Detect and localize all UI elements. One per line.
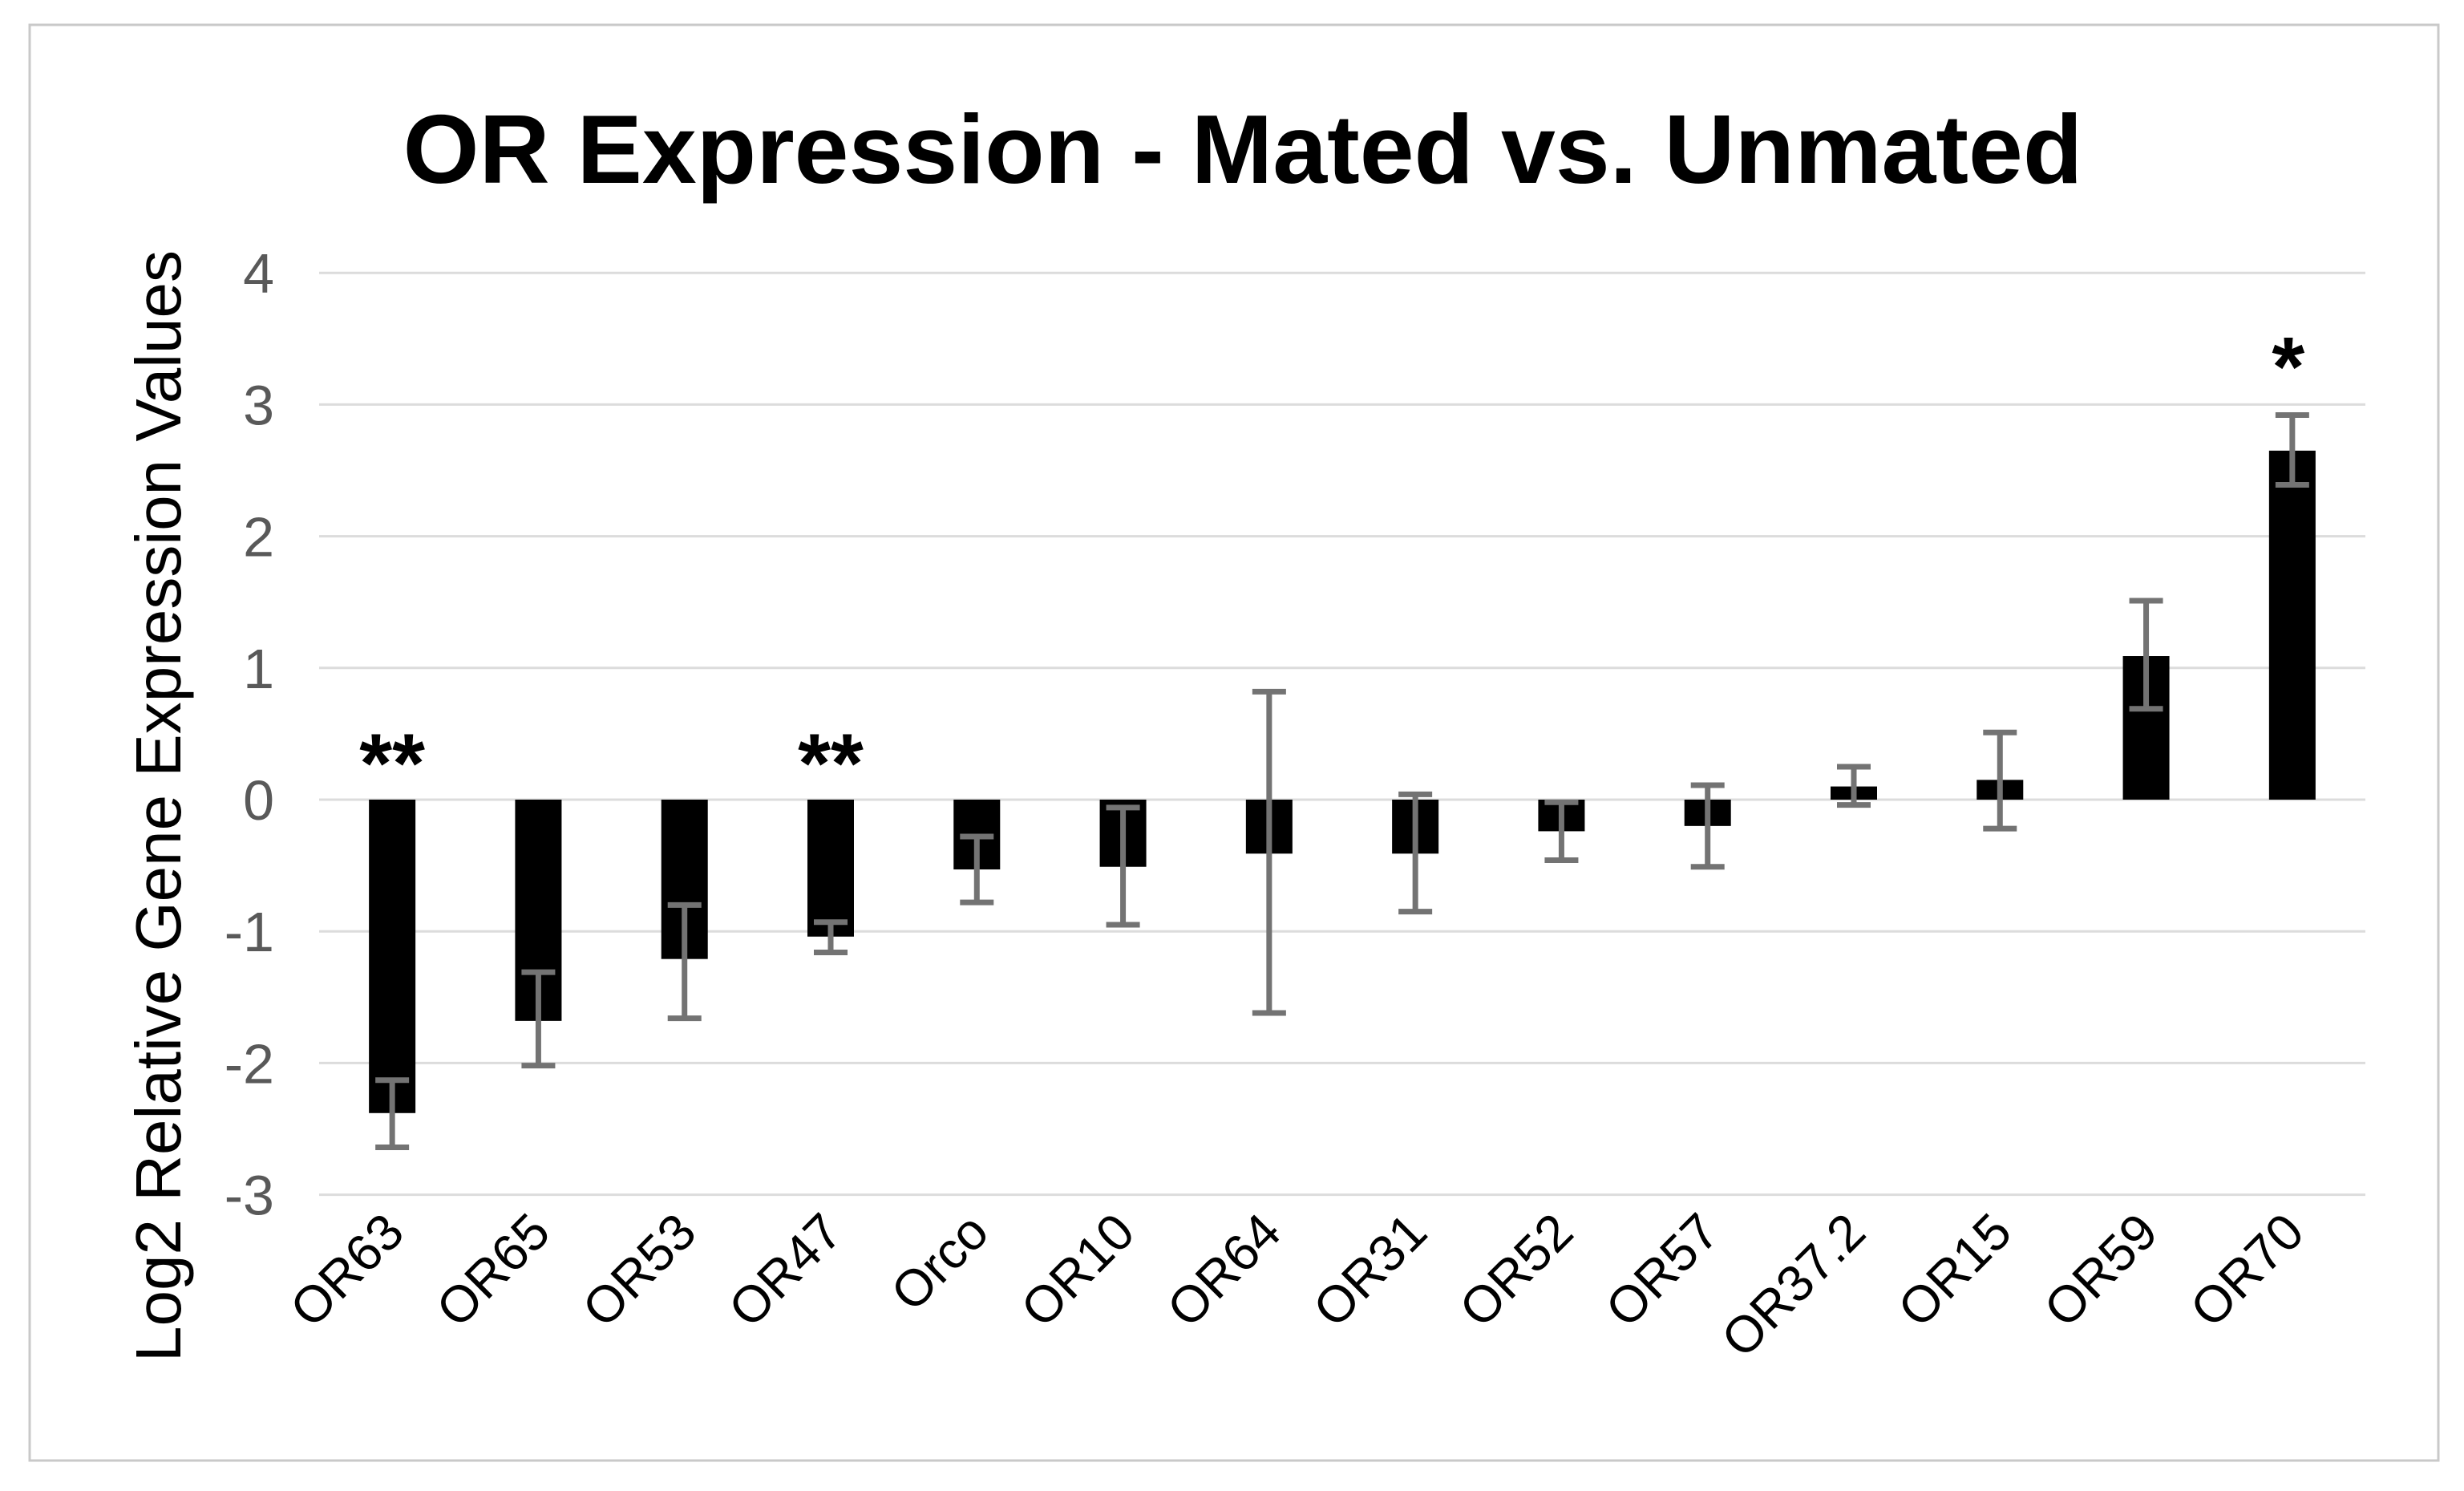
y-tick-label-2: 2 xyxy=(243,506,274,569)
error-bar-OR64 xyxy=(1252,688,1286,1016)
y-tick-label--1: -1 xyxy=(225,901,274,963)
error-bar-OR63 xyxy=(375,1077,410,1150)
significance-OR63: ** xyxy=(359,717,425,811)
significance-OR47: ** xyxy=(798,717,864,811)
y-axis-title: Log2 Relative Gene Expression Values xyxy=(123,250,194,1362)
error-bar-Orco xyxy=(960,833,994,906)
error-bar-OR52 xyxy=(1544,799,1579,864)
error-bar-OR47 xyxy=(814,919,848,955)
y-tick-label--2: -2 xyxy=(225,1032,274,1095)
error-bar-OR57 xyxy=(1690,782,1725,870)
significance-OR70: * xyxy=(2272,320,2304,414)
y-tick-label-0: 0 xyxy=(243,769,274,832)
bar-OR70 xyxy=(2268,450,2316,800)
error-bar-OR65 xyxy=(521,969,556,1069)
significance-marks: ** *** xyxy=(359,320,2304,810)
error-bar-OR53 xyxy=(667,901,702,1022)
error-bar-OR70 xyxy=(2275,412,2309,488)
error-bar-OR59 xyxy=(2129,598,2163,712)
error-bars xyxy=(375,412,2309,1150)
chart-title: OR Expression - Mated vs. Unmated xyxy=(403,95,2083,204)
y-tick-label-4: 4 xyxy=(243,242,274,305)
bar-OR63 xyxy=(369,800,416,1113)
y-tick-label--3: -3 xyxy=(225,1165,274,1227)
error-bar-OR15 xyxy=(1983,729,2017,832)
error-bar-OR37.2 xyxy=(1837,764,1871,808)
figure-border xyxy=(28,23,2440,1462)
bars xyxy=(369,450,2316,1113)
y-axis-tick-labels: 4 3 2 1 0 -1 -2 -3 xyxy=(225,242,274,1226)
bar-OR47 xyxy=(807,800,854,937)
y-tick-label-3: 3 xyxy=(243,374,274,436)
gridlines xyxy=(319,271,2365,1197)
y-tick-label-1: 1 xyxy=(243,638,274,700)
error-bar-OR10 xyxy=(1106,804,1140,928)
error-bar-OR31 xyxy=(1398,791,1433,915)
